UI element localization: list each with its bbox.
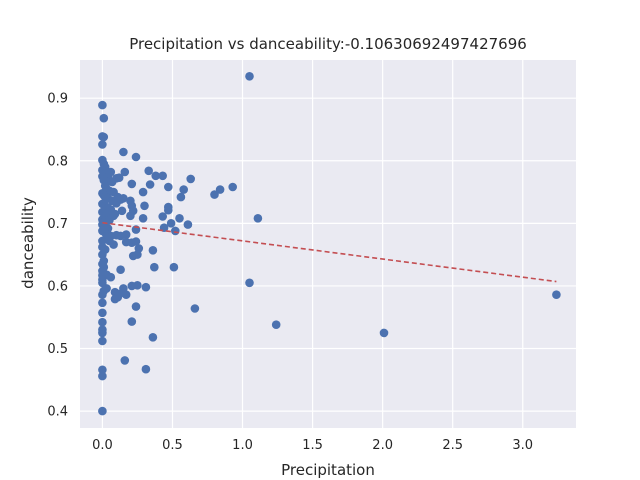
data-point <box>127 179 137 189</box>
x-tick-label: 2.0 <box>372 438 393 453</box>
gridlines <box>80 60 576 428</box>
x-axis-ticks: 0.0 0.5 1.0 1.5 2.0 2.5 3.0 <box>92 438 533 453</box>
data-point <box>271 320 281 330</box>
scatter-points <box>98 72 561 416</box>
data-point <box>98 336 107 346</box>
data-point <box>109 240 118 249</box>
data-point <box>151 171 160 181</box>
data-point <box>141 364 151 374</box>
data-point <box>164 205 173 215</box>
data-point <box>117 206 127 216</box>
data-point <box>106 272 116 282</box>
data-point <box>98 298 107 308</box>
data-point <box>169 262 179 272</box>
data-point <box>183 220 193 229</box>
data-point <box>98 308 107 318</box>
x-axis-label: Precipitation <box>281 461 375 479</box>
data-point <box>148 246 158 255</box>
data-point <box>245 72 254 81</box>
data-point <box>98 406 107 416</box>
x-tick-label: 0.0 <box>92 438 113 453</box>
x-tick-label: 3.0 <box>512 438 533 453</box>
y-tick-label: 0.7 <box>47 217 68 232</box>
chart-title: Precipitation vs danceability:-0.1063069… <box>129 35 527 53</box>
data-point <box>102 209 111 218</box>
x-tick-label: 2.5 <box>442 438 463 453</box>
data-point <box>119 147 128 157</box>
data-point <box>98 365 107 375</box>
data-point <box>140 201 149 211</box>
data-point <box>150 262 159 272</box>
data-point <box>145 180 155 189</box>
data-point <box>99 132 109 142</box>
y-axis-label: danceability <box>19 197 37 289</box>
data-point <box>176 192 186 202</box>
data-point <box>98 317 107 327</box>
x-tick-label: 1.0 <box>232 438 253 453</box>
y-tick-label: 0.9 <box>47 92 68 107</box>
data-point <box>98 328 107 338</box>
data-point <box>171 226 180 236</box>
data-point <box>158 171 167 181</box>
data-point <box>120 167 130 177</box>
y-tick-label: 0.6 <box>47 279 68 294</box>
data-point <box>552 290 561 300</box>
data-point <box>98 371 107 381</box>
data-point <box>186 174 195 184</box>
data-point <box>99 113 109 123</box>
data-point <box>210 190 219 199</box>
data-point <box>228 182 237 192</box>
x-tick-label: 1.5 <box>302 438 323 453</box>
data-point <box>131 302 141 311</box>
data-point <box>215 185 225 194</box>
data-point <box>98 100 107 110</box>
y-tick-label: 0.5 <box>47 342 68 357</box>
data-point <box>138 214 148 223</box>
data-point <box>120 356 130 365</box>
data-point <box>166 219 176 228</box>
data-point <box>141 282 151 292</box>
data-point <box>253 214 263 223</box>
y-axis-ticks: 0.4 0.5 0.6 0.7 0.8 0.9 <box>47 92 68 420</box>
data-point <box>102 284 111 293</box>
data-point <box>164 182 173 192</box>
data-point <box>179 185 188 194</box>
data-point <box>107 177 117 187</box>
data-point <box>144 166 153 176</box>
x-tick-label: 0.5 <box>162 438 183 453</box>
data-point <box>175 214 184 223</box>
data-point <box>126 211 135 221</box>
trend-line <box>102 221 557 283</box>
data-point <box>98 236 107 246</box>
data-point <box>109 211 118 221</box>
data-point <box>138 187 148 197</box>
data-point <box>121 290 131 300</box>
y-tick-label: 0.8 <box>47 154 68 169</box>
plot-area <box>80 60 576 428</box>
data-point <box>245 278 254 288</box>
data-point <box>112 199 121 208</box>
data-point <box>131 237 141 246</box>
data-point <box>119 194 128 203</box>
data-point <box>133 281 142 290</box>
data-point <box>127 317 137 326</box>
data-point <box>98 290 107 300</box>
data-point <box>98 140 107 149</box>
data-point <box>114 173 124 182</box>
data-point <box>148 333 158 342</box>
data-point <box>379 328 389 338</box>
data-point <box>133 250 142 259</box>
data-point <box>116 265 125 275</box>
data-point <box>190 304 200 313</box>
data-point <box>121 230 131 239</box>
data-point <box>113 292 123 302</box>
data-point <box>158 212 167 221</box>
y-tick-label: 0.4 <box>47 405 68 420</box>
data-point <box>131 152 141 162</box>
